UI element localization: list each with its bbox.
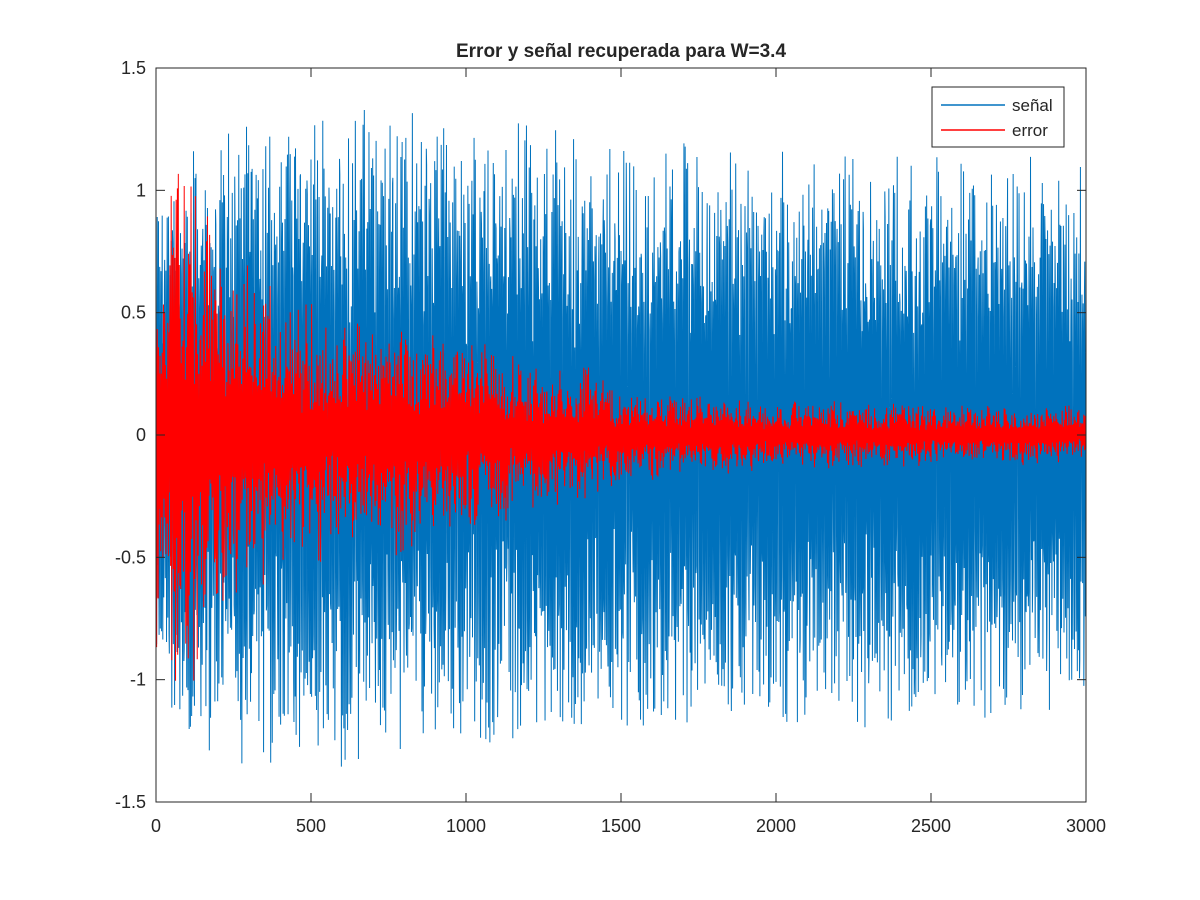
axes: 0 500 1000 1500 2000 2500 3000 -1.5 -1 -0.5 0 0.5 1 1… [115, 58, 1106, 836]
x-tick-label: 500 [296, 816, 326, 836]
y-tick-label: 1 [136, 180, 146, 200]
y-tick-label: 0 [136, 425, 146, 445]
legend-box [931, 86, 1065, 148]
y-tick-label: -0.5 [115, 547, 146, 567]
x-tick-label: 1000 [446, 816, 486, 836]
legend: señal error [931, 86, 1065, 148]
legend-label-error: error [1012, 121, 1048, 140]
legend-label-senal: señal [1012, 96, 1053, 115]
y-tick-label: 0.5 [121, 303, 146, 323]
y-tick-label: -1 [130, 670, 146, 690]
x-tick-label: 3000 [1066, 816, 1106, 836]
plot-lines [156, 110, 1086, 767]
y-tick-label: -1.5 [115, 792, 146, 812]
x-tick-label: 1500 [601, 816, 641, 836]
series-line-error [156, 173, 1086, 681]
y-tick-label: 1.5 [121, 58, 146, 78]
series-line-senal [156, 110, 1086, 767]
x-tick-label: 2000 [756, 816, 796, 836]
x-tick-label: 2500 [911, 816, 951, 836]
chart-title: Error y señal recuperada para W=3.4 [456, 41, 786, 62]
x-tick-label: 0 [151, 816, 161, 836]
